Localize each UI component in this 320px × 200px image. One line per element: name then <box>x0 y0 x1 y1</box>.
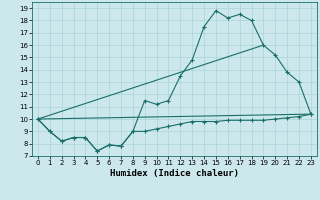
X-axis label: Humidex (Indice chaleur): Humidex (Indice chaleur) <box>110 169 239 178</box>
